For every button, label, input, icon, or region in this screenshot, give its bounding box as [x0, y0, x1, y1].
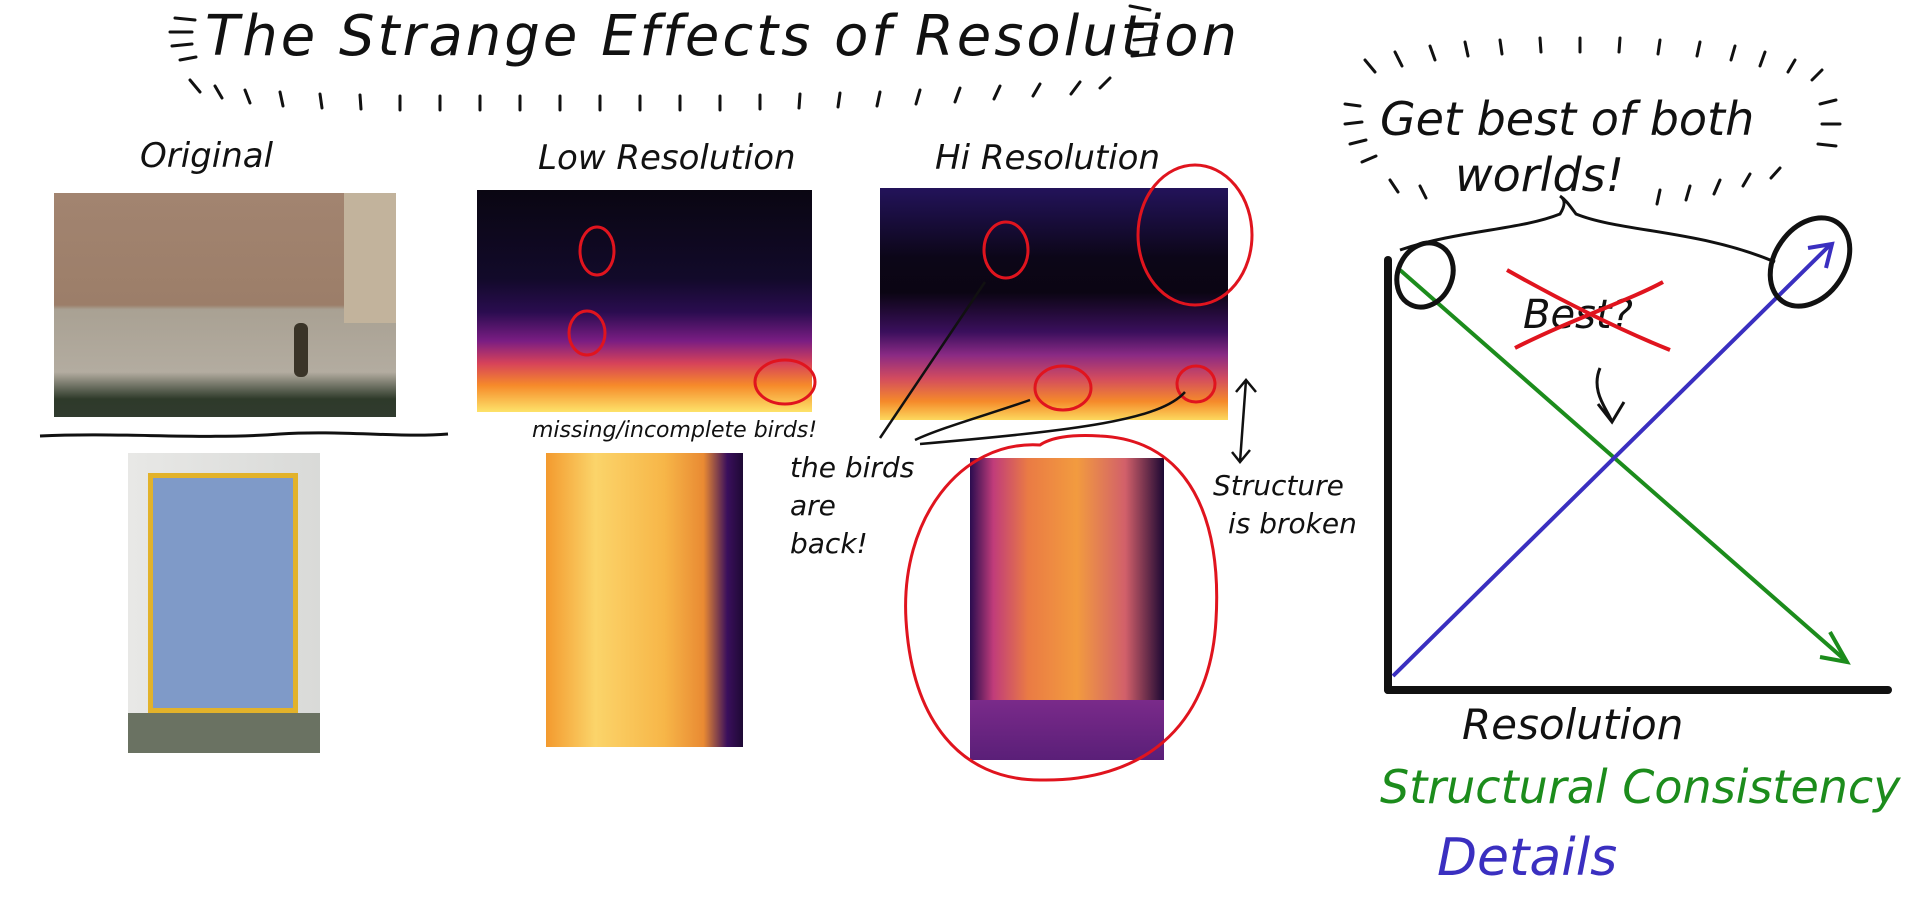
graph-brace: [1399, 194, 1776, 264]
floor: [128, 713, 320, 753]
lowres-board-depth: [546, 453, 743, 747]
graph-header-line1: Get best of both: [1380, 92, 1755, 146]
original-board-photo: [128, 453, 320, 753]
note-birds-back-3: back!: [790, 527, 868, 560]
graph-legend-green: Structural Consistency: [1380, 760, 1901, 814]
graph-header-line2: worlds!: [1455, 148, 1625, 202]
intersection-arrow: [1595, 367, 1626, 425]
stone-pillar: [344, 193, 396, 323]
page-title: The Strange Effects of Resolution: [205, 4, 1240, 69]
label-low-resolution: Low Resolution: [538, 138, 796, 178]
note-missing-birds: missing/incomplete birds!: [532, 418, 818, 443]
note-structure-2: is broken: [1228, 507, 1357, 540]
note-birds-back-1: the birds: [790, 451, 915, 484]
note-birds-back-2: are: [790, 489, 836, 522]
graph-crossed-label: Best?: [1523, 292, 1633, 338]
blue-board: [148, 473, 298, 713]
label-original: Original: [140, 136, 274, 176]
hires-birds-depth: [880, 188, 1228, 420]
lowres-birds-depth: [477, 190, 812, 412]
graph-xlabel: Resolution: [1462, 700, 1684, 749]
graph-legend-blue: Details: [1437, 828, 1618, 888]
green-arrowhead: [1819, 631, 1851, 665]
label-hi-resolution: Hi Resolution: [935, 138, 1161, 178]
blue-arrowhead: [1807, 241, 1835, 269]
man-figure: [294, 323, 308, 377]
board-base: [970, 700, 1164, 760]
hires-board-depth: [970, 458, 1164, 760]
separator-line: [39, 431, 449, 438]
original-birds-photo: [54, 193, 396, 417]
graph-axes: [1384, 256, 1892, 694]
note-structure-1: Structure: [1213, 469, 1344, 502]
